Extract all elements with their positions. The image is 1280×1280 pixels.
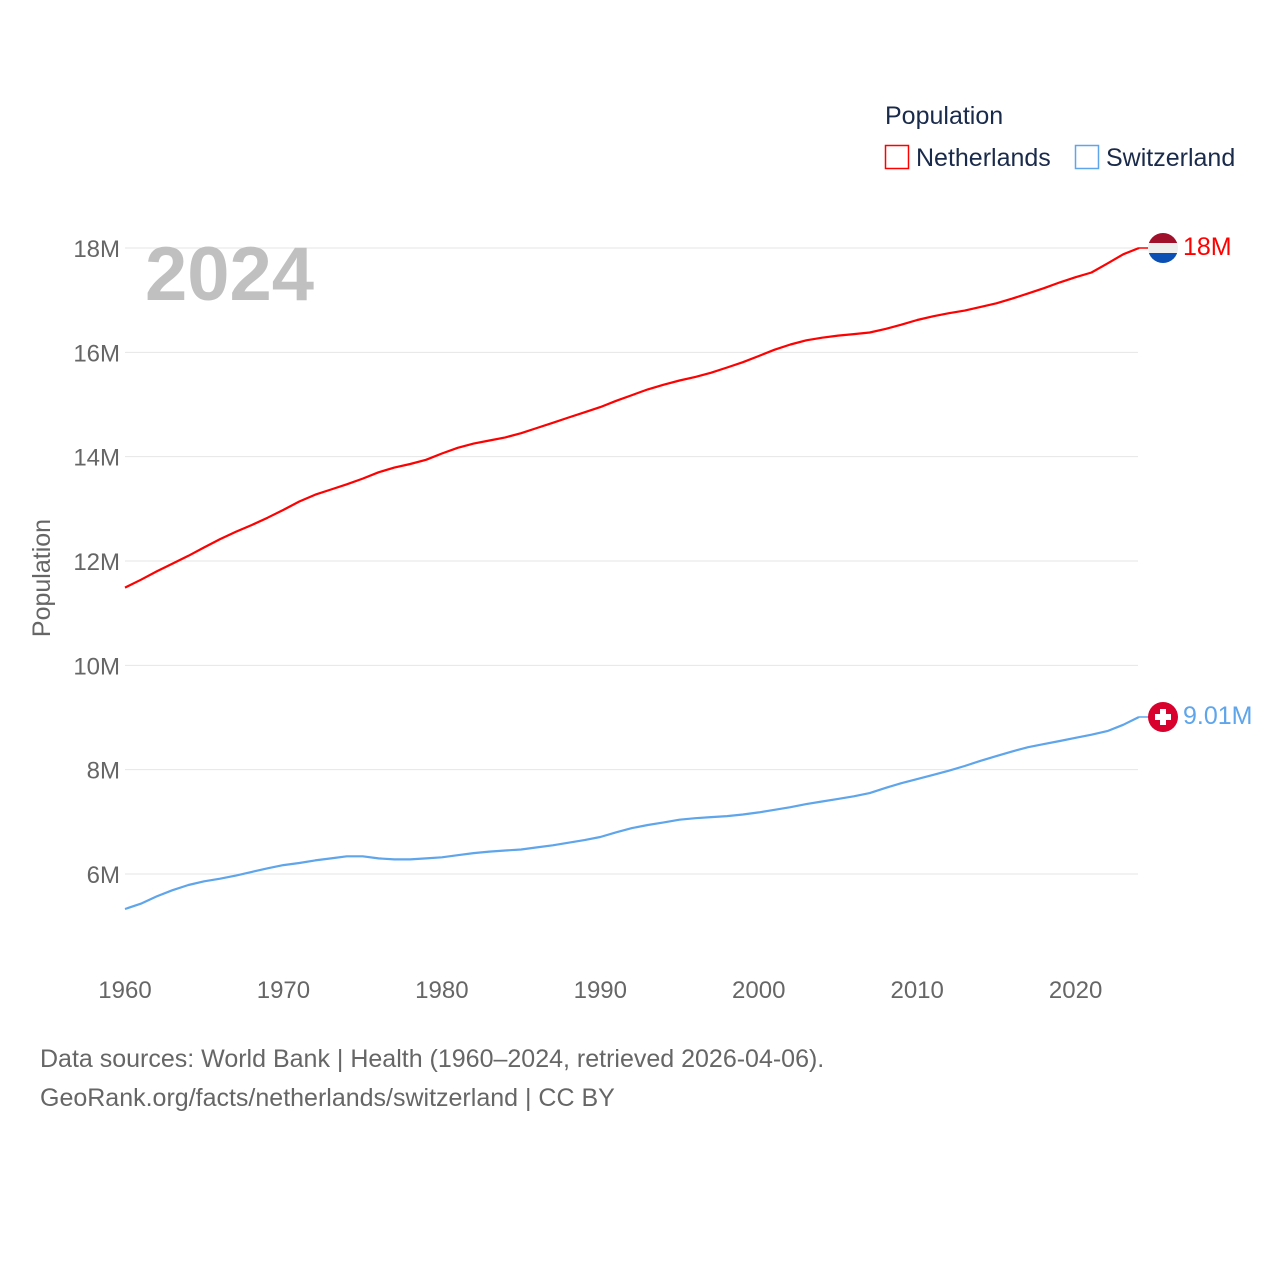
x-tick-label: 1980	[415, 977, 468, 1004]
y-tick-label: 16M	[73, 340, 120, 367]
x-tick-label: 2000	[732, 977, 785, 1004]
netherlands-flag-icon	[1148, 233, 1178, 263]
y-tick-label: 14M	[73, 445, 120, 472]
x-tick-label: 1970	[257, 977, 310, 1004]
y-tick-label: 18M	[73, 236, 120, 263]
legend-title: Population	[885, 102, 1003, 130]
y-axis-label: Population	[28, 519, 56, 637]
x-tick-label: 2020	[1049, 977, 1102, 1004]
y-tick-label: 8M	[87, 758, 120, 785]
legend-swatch-switzerland[interactable]	[1074, 144, 1100, 170]
legend-label-switzerland[interactable]: Switzerland	[1106, 144, 1235, 172]
switzerland-flag-icon	[1148, 702, 1178, 732]
end-label-netherlands: 18M	[1183, 233, 1232, 261]
y-tick-label: 10M	[73, 653, 120, 680]
footer-attribution: GeoRank.org/facts/netherlands/switzerlan…	[40, 1084, 615, 1112]
x-tick-label: 2010	[890, 977, 943, 1004]
year-watermark: 2024	[145, 232, 314, 317]
series-line-switzerland	[124, 716, 1140, 911]
legend-swatch-netherlands[interactable]	[884, 144, 910, 170]
legend: Population Netherlands Switzerland	[884, 102, 1235, 172]
end-label-switzerland: 9.01M	[1183, 702, 1252, 730]
y-tick-label: 12M	[73, 549, 120, 576]
legend-label-netherlands[interactable]: Netherlands	[916, 144, 1051, 172]
y-tick-label: 6M	[87, 862, 120, 889]
footer-sources: Data sources: World Bank | Health (1960–…	[40, 1045, 825, 1073]
x-tick-label: 1990	[574, 977, 627, 1004]
x-tick-label: 1960	[98, 977, 151, 1004]
series-line-netherlands	[124, 246, 1140, 589]
